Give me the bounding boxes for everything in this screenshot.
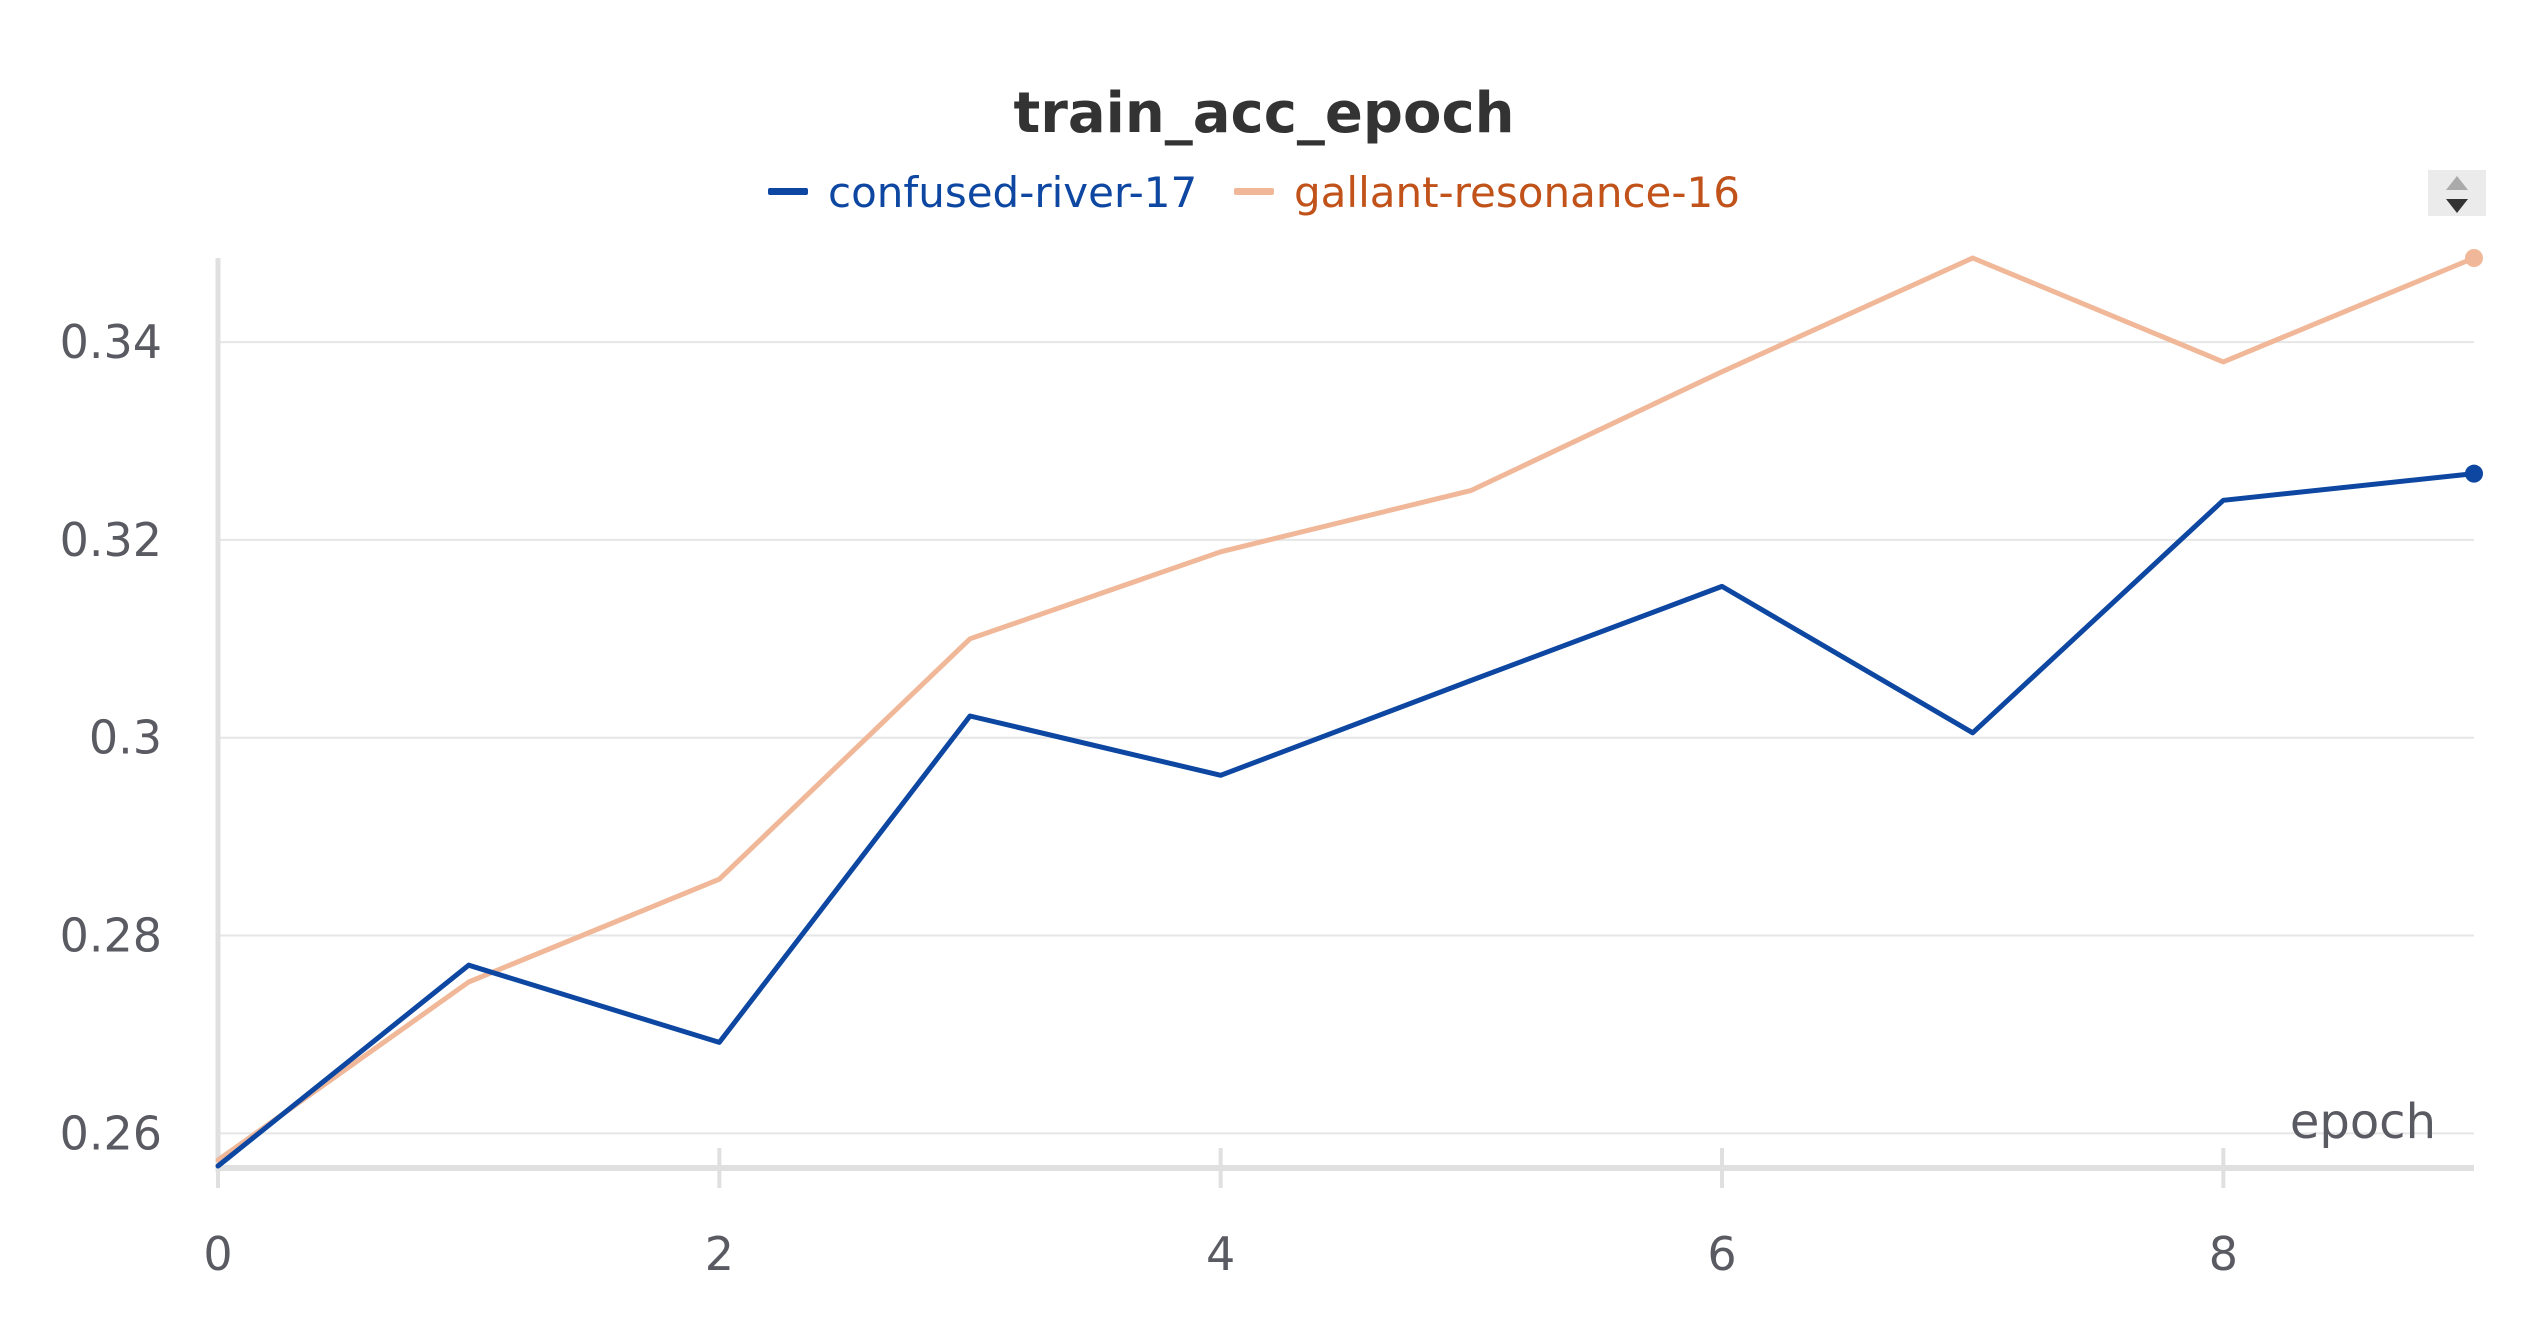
series-line-gallant-resonance-16[interactable] <box>215 255 2477 1163</box>
series-line-confused-river-17[interactable] <box>215 471 2477 1169</box>
legend-scroll-control[interactable] <box>2428 170 2486 216</box>
y-tick-label: 0.34 <box>60 315 162 369</box>
legend-scroll-down-icon[interactable] <box>2446 199 2468 213</box>
x-tick-label: 6 <box>1707 1227 1736 1281</box>
x-tick-label: 0 <box>203 1227 232 1281</box>
series-end-point-gallant-resonance-16[interactable] <box>2465 249 2483 267</box>
legend-label-gallant-resonance-16[interactable]: gallant-resonance-16 <box>1294 168 1740 217</box>
y-tick-label: 0.28 <box>60 909 162 963</box>
axes <box>215 258 2474 1172</box>
y-tick-label: 0.32 <box>60 513 162 567</box>
y-tick-label: 0.26 <box>60 1106 162 1160</box>
chart-title: train_acc_epoch <box>1013 81 1514 146</box>
y-axis-ticks: 0.26 0.28 0.3 0.32 0.34 <box>60 315 162 1160</box>
y-tick-label: 0.3 <box>89 711 162 765</box>
legend-swatch-gallant-resonance-16 <box>1234 188 1274 195</box>
legend-scroll-up-icon[interactable] <box>2446 176 2468 190</box>
x-tick-label: 4 <box>1206 1227 1235 1281</box>
x-tick-label: 2 <box>705 1227 734 1281</box>
series-layer <box>215 249 2483 1169</box>
x-axis-label: epoch <box>2290 1094 2436 1150</box>
legend-swatch-confused-river-17 <box>768 188 808 195</box>
x-tick-label: 8 <box>2209 1227 2238 1281</box>
series-end-point-confused-river-17[interactable] <box>2465 464 2483 483</box>
legend-label-confused-river-17[interactable]: confused-river-17 <box>828 168 1197 217</box>
grid-lines <box>218 341 2474 1135</box>
legend: confused-river-17 gallant-resonance-16 <box>768 168 1740 217</box>
